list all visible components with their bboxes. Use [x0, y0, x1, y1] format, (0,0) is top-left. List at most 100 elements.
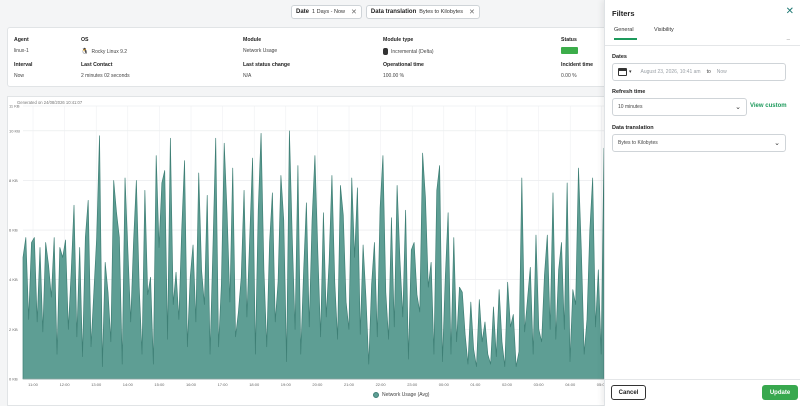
operational-time-cell: Operational time 100.00 %: [383, 62, 424, 79]
x-tick-label: 20:00: [312, 382, 323, 387]
x-tick-label: 05:00: [597, 382, 604, 387]
footer-divider: [605, 379, 800, 380]
active-tab-indicator: [614, 38, 637, 40]
last-status-change-value: N/A: [243, 73, 252, 79]
x-tick-label: 00:00: [439, 382, 450, 387]
divider: [605, 45, 800, 46]
x-tick-label: 01:00: [470, 382, 481, 387]
refresh-time-select[interactable]: 10 minutes ⌄: [612, 98, 747, 116]
refresh-value: 10 minutes: [618, 104, 643, 110]
dates-field[interactable]: ▾ August 23, 2026, 10:41 am to Now: [612, 63, 786, 81]
series-area-network-usage: [22, 130, 604, 380]
chip-data-translation[interactable]: Data translation Bytes to Kilobytes ✕: [365, 5, 480, 19]
x-tick-label: 16:00: [186, 382, 197, 387]
y-tick-label: 11 KB: [9, 104, 20, 109]
y-tick-label: 10 KB: [9, 128, 20, 133]
chevron-down-icon[interactable]: ▾: [629, 69, 632, 75]
agent-label: Agent: [14, 37, 29, 43]
interval-label: Interval: [14, 62, 33, 68]
chip-date-value: 1 Days - Now: [312, 9, 346, 15]
generated-timestamp: Generated on 24/08/2026 10:41:07: [17, 100, 83, 105]
module-cell: Module Network Usage: [243, 37, 277, 54]
data-translation-label: Data translation: [612, 125, 654, 131]
x-tick-label: 03:00: [534, 382, 545, 387]
incident-time-value: 0.00 %: [561, 73, 577, 79]
operational-time-label: Operational time: [383, 62, 424, 68]
last-contact-value: 2 minutes 02 seconds: [81, 73, 130, 79]
operational-time-value: 100.00 %: [383, 73, 405, 79]
chevron-down-icon: ⌄: [774, 140, 780, 147]
interval-value: Now: [14, 73, 25, 79]
x-tick-label: 12:00: [60, 382, 71, 387]
module-type-value: Incremental (Delta): [391, 48, 434, 55]
date-to: Now: [716, 69, 727, 75]
close-icon[interactable]: ✕: [785, 6, 794, 17]
x-tick-label: 02:00: [502, 382, 513, 387]
agent-cell: Agent linux-1: [14, 37, 29, 54]
x-tick-label: 22:00: [376, 382, 387, 387]
chip-translation-label: Data translation: [370, 9, 417, 15]
last-status-change-label: Last status change: [243, 62, 290, 68]
view-custom-link[interactable]: View custom: [750, 103, 787, 109]
x-tick-label: 15:00: [154, 382, 165, 387]
chip-date-label: Date: [296, 9, 310, 15]
tab-more[interactable]: –: [786, 37, 790, 43]
panel-title: Filters: [612, 9, 635, 18]
last-status-change-cell: Last status change N/A: [243, 62, 290, 79]
os-label: OS: [81, 37, 89, 43]
x-tick-label: 18:00: [249, 382, 260, 387]
cancel-button[interactable]: Cancel: [611, 385, 646, 400]
update-button[interactable]: Update: [762, 385, 798, 400]
active-filter-chips: Date 1 Days - Now ✕ Data translation Byt…: [291, 5, 480, 19]
data-translation-select[interactable]: Bytes to Kilobytes ⌄: [612, 134, 786, 152]
os-value: Rocky Linux 9.2: [91, 48, 128, 55]
x-tick-label: 11:00: [28, 382, 38, 387]
tab-general[interactable]: General: [614, 27, 634, 33]
x-tick-label: 13:00: [91, 382, 102, 387]
chip-translation-value: Bytes to Kilobytes: [419, 9, 463, 15]
x-tick-label: 19:00: [281, 382, 292, 387]
legend-label: Network Usage (Avg): [382, 392, 430, 398]
chevron-down-icon: ⌄: [735, 104, 741, 111]
agent-value: linux-1: [14, 48, 29, 54]
y-tick-label: 8 KB: [9, 178, 18, 183]
linux-icon: 🐧: [81, 49, 89, 55]
status-cell: Status: [561, 37, 578, 56]
close-icon[interactable]: ✕: [351, 9, 357, 16]
incident-time-label: Incident time: [561, 62, 593, 68]
x-tick-label: 04:00: [565, 382, 576, 387]
date-from: August 23, 2026, 10:41 am: [640, 69, 701, 75]
translation-value: Bytes to Kilobytes: [618, 140, 658, 146]
status-label: Status: [561, 37, 577, 43]
calendar-icon[interactable]: [618, 68, 627, 76]
date-to-word: to: [706, 69, 711, 75]
os-cell: OS 🐧 Rocky Linux 9.2: [81, 37, 127, 55]
status-badge: [561, 47, 578, 54]
module-type-label: Module type: [383, 37, 414, 43]
x-tick-label: 17:00: [218, 382, 229, 387]
x-tick-label: 23:00: [407, 382, 418, 387]
close-icon[interactable]: ✕: [468, 9, 475, 16]
network-usage-chart: 0 KB 2 KB 4 KB 6 KB 8 KB 10 KB 11 KB 11:00 12:00…: [9, 104, 604, 387]
chip-date[interactable]: Date 1 Days - Now ✕: [291, 5, 362, 19]
refresh-label: Refresh time: [612, 89, 646, 95]
y-tick-label: 0 KB: [9, 377, 18, 382]
filters-panel: Filters ✕ General Visibility – Dates ▾ A…: [604, 0, 800, 406]
chart-legend[interactable]: Network Usage (Avg): [373, 392, 429, 398]
module-info-card: Agent linux-1 OS 🐧 Rocky Linux 9.2 Module…: [7, 27, 615, 87]
module-type-cell: Module type Incremental (Delta): [383, 37, 434, 55]
tab-visibility[interactable]: Visibility: [654, 27, 674, 33]
module-value: Network Usage: [243, 48, 278, 54]
y-tick-label: 6 KB: [9, 228, 18, 233]
module-label: Module: [243, 37, 262, 43]
dates-label: Dates: [612, 54, 627, 60]
database-icon: [383, 48, 388, 55]
legend-swatch: [373, 392, 379, 398]
incident-time-cell: Incident time 0.00 %: [561, 62, 593, 79]
last-contact-label: Last Contact: [81, 62, 113, 68]
y-tick-label: 2 KB: [9, 327, 18, 332]
interval-cell: Interval Now: [14, 62, 32, 79]
x-tick-label: 21:00: [344, 382, 355, 387]
last-contact-cell: Last Contact 2 minutes 02 seconds: [81, 62, 130, 79]
